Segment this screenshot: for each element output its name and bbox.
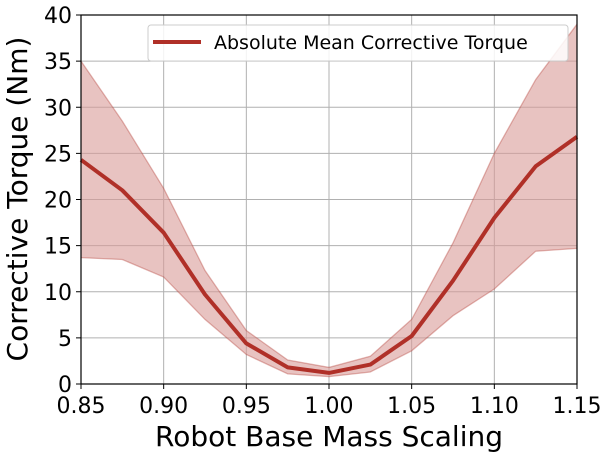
y-axis-label: Corrective Torque (Nm) [1,37,34,362]
std-band-lower-edge [80,247,578,378]
y-tick-label: 20 [44,189,72,214]
legend: Absolute Mean Corrective Torque [147,24,569,62]
std-band-upper-edge [80,23,578,369]
y-tick-label: 15 [44,235,72,260]
y-tick-label: 10 [44,281,72,306]
y-tick-label: 5 [58,327,72,352]
std-band [81,24,577,377]
legend-label: Absolute Mean Corrective Torque [214,32,528,54]
y-tick-label: 30 [44,96,72,121]
y-tick-label: 25 [44,142,72,167]
x-axis-ticks: 0.85 0.90 0.95 1.00 1.05 1.10 1.15 [57,384,602,419]
x-tick-label: 1.15 [553,394,602,419]
x-tick-label: 0.95 [222,394,271,419]
x-tick-label: 0.85 [57,394,106,419]
legend-box [147,24,569,62]
y-tick-label: 35 [44,50,72,75]
series-line-mean-torque [79,135,579,375]
x-tick-label: 0.90 [139,394,188,419]
x-tick-label: 1.10 [470,394,519,419]
x-tick-label: 1.05 [387,394,436,419]
x-tick-label: 1.00 [305,394,354,419]
y-axis-ticks: 0 5 10 15 20 25 30 35 40 [44,4,81,398]
y-tick-label: 0 [58,373,72,398]
y-tick-label: 40 [44,4,72,29]
x-axis-label: Robot Base Mass Scaling [155,420,503,453]
